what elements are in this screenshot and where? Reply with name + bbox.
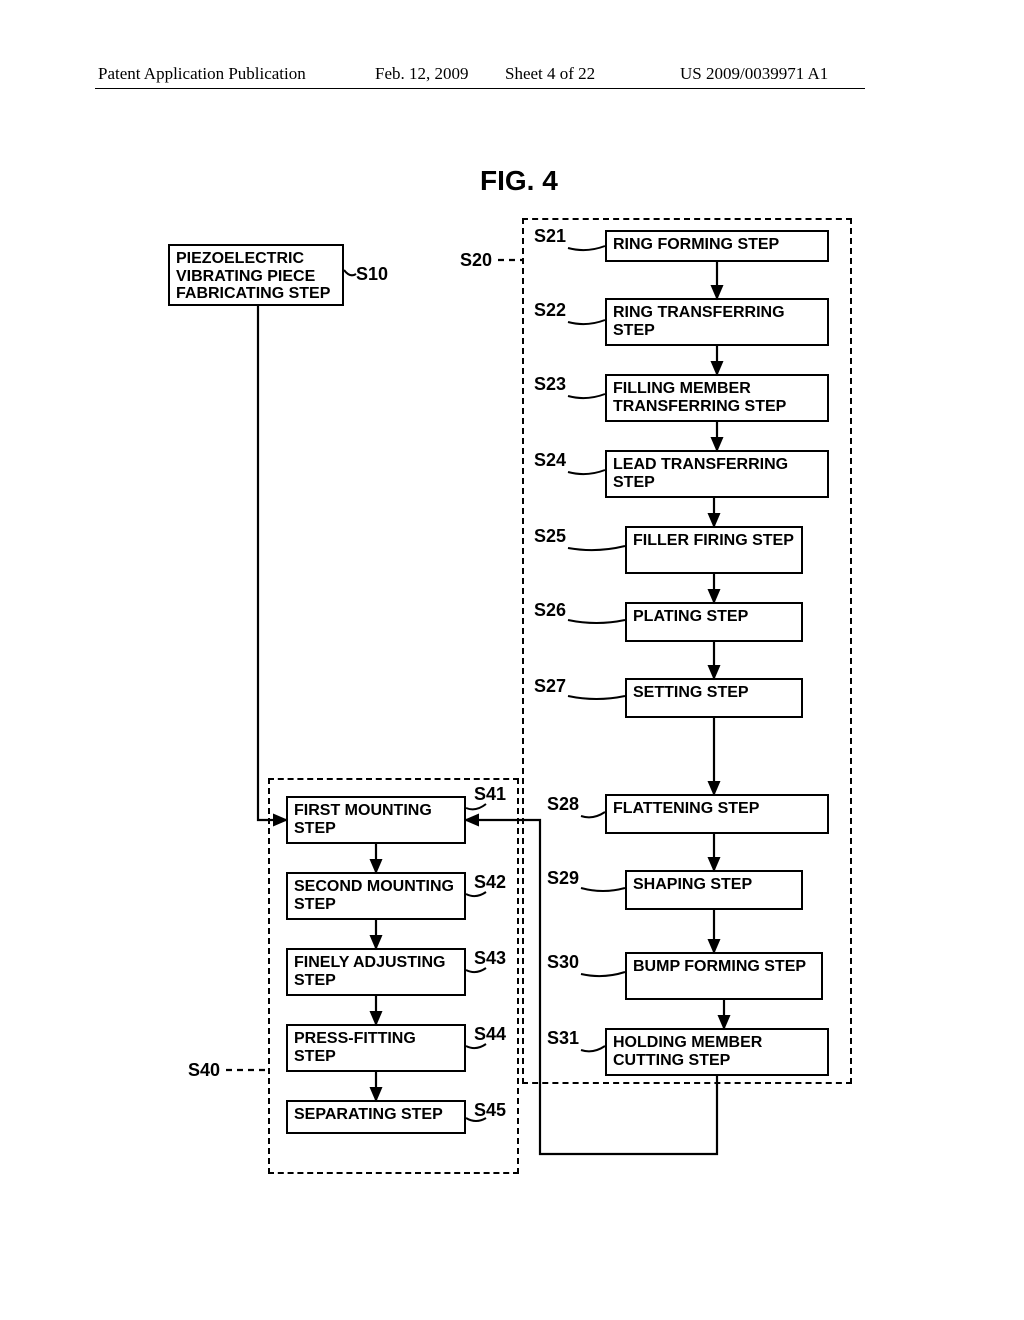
step-box-s42: SECOND MOUNTING STEP	[286, 872, 466, 920]
step-label-s22: S22	[534, 300, 566, 321]
step-box-s24: LEAD TRANSFERRING STEP	[605, 450, 829, 498]
step-label-s42: S42	[474, 872, 506, 893]
step-label-s21: S21	[534, 226, 566, 247]
header-pub-no: US 2009/0039971 A1	[680, 64, 828, 84]
step-label-s44: S44	[474, 1024, 506, 1045]
step-label-s27: S27	[534, 676, 566, 697]
label-s20: S20	[460, 250, 492, 271]
step-box-s26: PLATING STEP	[625, 602, 803, 642]
header-sheet: Sheet 4 of 22	[505, 64, 595, 84]
step-label-s25: S25	[534, 526, 566, 547]
step-box-s28: FLATTENING STEP	[605, 794, 829, 834]
step-label-s29: S29	[547, 868, 579, 889]
header-date: Feb. 12, 2009	[375, 64, 469, 84]
step-box-s10: PIEZOELECTRIC VIBRATING PIECE FABRICATIN…	[168, 244, 344, 306]
step-label-s30: S30	[547, 952, 579, 973]
page: Patent Application Publication Feb. 12, …	[0, 0, 1024, 1320]
step-box-s22: RING TRANSFERRING STEP	[605, 298, 829, 346]
header-pub-type: Patent Application Publication	[98, 64, 306, 84]
step-label-s41: S41	[474, 784, 506, 805]
step-box-s25: FILLER FIRING STEP	[625, 526, 803, 574]
label-s40: S40	[188, 1060, 220, 1081]
figure-title: FIG. 4	[480, 165, 558, 197]
step-label-s28: S28	[547, 794, 579, 815]
step-label-s26: S26	[534, 600, 566, 621]
step-box-s21: RING FORMING STEP	[605, 230, 829, 262]
step-label-s31: S31	[547, 1028, 579, 1049]
step-box-s23: FILLING MEMBER TRANSFERRING STEP	[605, 374, 829, 422]
step-label-s43: S43	[474, 948, 506, 969]
step-box-s29: SHAPING STEP	[625, 870, 803, 910]
step-label-s10: S10	[356, 264, 388, 285]
step-label-s24: S24	[534, 450, 566, 471]
step-box-s30: BUMP FORMING STEP	[625, 952, 823, 1000]
step-label-s45: S45	[474, 1100, 506, 1121]
step-box-s31: HOLDING MEMBER CUTTING STEP	[605, 1028, 829, 1076]
step-box-s27: SETTING STEP	[625, 678, 803, 718]
step-box-s44: PRESS-FITTING STEP	[286, 1024, 466, 1072]
step-box-s41: FIRST MOUNTING STEP	[286, 796, 466, 844]
header-rule	[95, 88, 865, 89]
step-box-s43: FINELY ADJUSTING STEP	[286, 948, 466, 996]
step-box-s45: SEPARATING STEP	[286, 1100, 466, 1134]
step-label-s23: S23	[534, 374, 566, 395]
